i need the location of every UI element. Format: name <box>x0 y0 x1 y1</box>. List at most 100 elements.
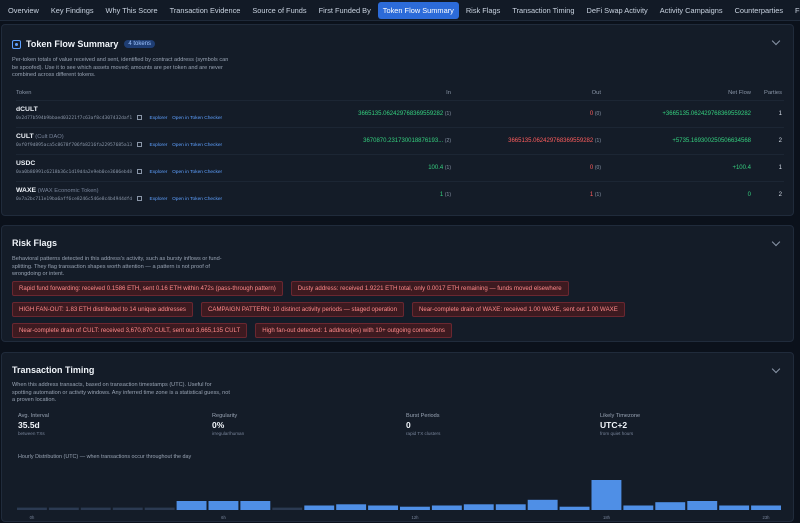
tab-risk-flags[interactable]: Risk Flags <box>465 5 501 15</box>
stat-label: Likely Timezone <box>600 413 641 419</box>
timing-stat: Avg. Interval 35.5d between TXs <box>18 413 212 436</box>
out-amount: 1 <box>589 191 594 198</box>
token-name: (WAX Economic Token) <box>37 188 99 195</box>
out-count: (0) <box>594 110 601 117</box>
token-checker-link[interactable]: Open in Token Checker <box>172 116 223 121</box>
hist-bar-17 <box>559 506 590 510</box>
hist-bar-21 <box>687 501 718 510</box>
stat-label: Burst Periods <box>406 413 440 419</box>
transaction-timing-card: Transaction Timing When this address tra… <box>1 352 794 522</box>
copy-icon[interactable] <box>136 114 142 120</box>
token-address: 0xf0f9d895aca5c8678f706fb8216fa22957685a… <box>16 143 133 148</box>
risk-flags-header[interactable]: Risk Flags <box>2 226 793 260</box>
token-checker-link[interactable]: Open in Token Checker <box>172 143 223 148</box>
token-flow-header[interactable]: Token Flow Summary 4 tokens <box>2 25 793 63</box>
hist-bar-12 <box>400 506 430 510</box>
token-symbol: dCULT <box>16 106 38 113</box>
risk-flags-description: Behavioral patterns detected in this add… <box>12 256 222 277</box>
hist-bar-18 <box>591 480 622 510</box>
hist-tick-label: 23h <box>763 515 771 520</box>
hist-bar-15 <box>495 504 526 510</box>
hist-bar-1 <box>48 507 79 510</box>
tab-source-of-funds[interactable]: Source of Funds <box>252 5 307 15</box>
token-name: (Cult DAO) <box>35 134 64 140</box>
timing-header[interactable]: Transaction Timing <box>2 353 793 387</box>
risk-flag: Near-complete drain of WAXE: received 1.… <box>411 302 625 317</box>
token-symbol: WAXE <box>16 187 37 195</box>
hist-bar-10 <box>336 504 367 510</box>
token-flow-title: Token Flow Summary <box>26 39 119 49</box>
risk-flags-card: Risk Flags Behavioral patterns detected … <box>1 225 794 342</box>
out-count: (1) <box>594 137 601 144</box>
token-symbol: USDC <box>16 160 36 167</box>
token-row: USDC 0xa0b86991c6218b36c1d19d4a2e9eb0ce3… <box>16 153 784 181</box>
in-count: (2) <box>444 137 451 144</box>
col-net-flow: Net Flow <box>728 89 751 96</box>
histogram-title: Hourly Distribution (UTC) — when transac… <box>18 454 192 460</box>
tab-counterparties[interactable]: Counterparties <box>734 5 784 15</box>
net-flow: 0 <box>747 191 751 198</box>
in-count: (1) <box>444 191 451 198</box>
parties-count: 1 <box>778 164 782 171</box>
hist-bar-14 <box>463 504 494 510</box>
stat-value: 0% <box>212 420 225 430</box>
timing-stat: Burst Periods 0 rapid TX clusters <box>406 413 600 436</box>
tab-transaction-timing[interactable]: Transaction Timing <box>512 5 575 15</box>
net-flow: +3665135.062429768369559282 <box>662 110 751 117</box>
stat-subtext: rapid TX clusters <box>406 431 441 436</box>
explorer-link[interactable]: Explorer <box>149 170 168 175</box>
token-row: CULT (Cult DAO) 0xf0f9d895aca5c8678f706f… <box>16 126 784 154</box>
stat-subtext: from quiet hours <box>600 431 634 436</box>
token-checker-link[interactable]: Open in Token Checker <box>172 170 223 175</box>
copy-icon[interactable] <box>136 141 142 147</box>
token-flow-icon <box>12 39 21 49</box>
hist-bar-13 <box>431 505 462 510</box>
tab-defi-swap-activity[interactable]: DeFi Swap Activity <box>586 5 648 15</box>
token-checker-link[interactable]: Open in Token Checker <box>172 197 223 203</box>
tab-transaction-evidence[interactable]: Transaction Evidence <box>169 5 241 15</box>
net-flow: +5735.169300250506634568 <box>672 137 751 144</box>
out-count: (0) <box>594 164 601 171</box>
copy-icon[interactable] <box>136 168 142 174</box>
explorer-link[interactable]: Explorer <box>149 116 168 121</box>
hist-bar-8 <box>272 507 303 510</box>
tab-key-findings[interactable]: Key Findings <box>50 5 94 15</box>
token-flow-card: Token Flow Summary 4 tokens Per-token to… <box>1 24 794 216</box>
in-count: (1) <box>444 164 451 171</box>
stat-label: Regularity <box>212 413 238 419</box>
timing-stats: Avg. Interval 35.5d between TXs Regularit… <box>18 413 794 436</box>
copy-icon[interactable] <box>136 196 142 202</box>
explorer-link[interactable]: Explorer <box>149 197 168 203</box>
col-parties: Parties <box>763 89 782 96</box>
out-amount: 0 <box>589 164 594 171</box>
hist-bar-16 <box>527 499 558 510</box>
hourly-histogram: 0h 6h 12h 18h 23h <box>17 480 781 520</box>
col-out: Out <box>591 89 601 96</box>
risk-flags-title: Risk Flags <box>12 238 58 248</box>
token-count-badge: 4 tokens <box>124 40 156 48</box>
hist-bar-22 <box>719 505 750 510</box>
token-flow-description: Per-token totals of value received and s… <box>12 57 229 78</box>
tab-fund-flow-graph[interactable]: Fund Flow Graph <box>795 5 800 15</box>
in-amount: 100.4 <box>428 164 444 171</box>
tab-why-this-score[interactable]: Why This Score <box>105 5 158 15</box>
explorer-link[interactable]: Explorer <box>149 143 168 148</box>
risk-flag: Dusty address: received 1.9221 ETH total… <box>290 281 569 296</box>
out-amount: 3665135.062429768369559282 <box>508 137 594 144</box>
timing-description: When this address transacts, based on tr… <box>12 382 230 403</box>
tab-token-flow-summary[interactable]: Token Flow Summary <box>377 1 459 19</box>
in-amount: 3665135.062429768369559282 <box>358 110 444 117</box>
parties-count: 1 <box>778 110 782 117</box>
tab-first-funded-by[interactable]: First Funded By <box>318 5 371 15</box>
stat-label: Avg. Interval <box>18 413 49 419</box>
timing-stat: Regularity 0% irregular/human <box>212 413 406 436</box>
tab-activity-campaigns[interactable]: Activity Campaigns <box>659 5 723 15</box>
hist-bar-2 <box>80 507 111 510</box>
top-nav: Overview Key Findings Why This Score Transa… <box>0 0 800 21</box>
parties-count: 2 <box>778 191 782 198</box>
risk-flag: High fan-out detected: 1 address(es) wit… <box>255 323 452 338</box>
timing-title: Transaction Timing <box>12 365 95 375</box>
hist-bar-5 <box>176 501 207 510</box>
tab-overview[interactable]: Overview <box>8 5 39 15</box>
hist-bar-20 <box>655 502 686 510</box>
